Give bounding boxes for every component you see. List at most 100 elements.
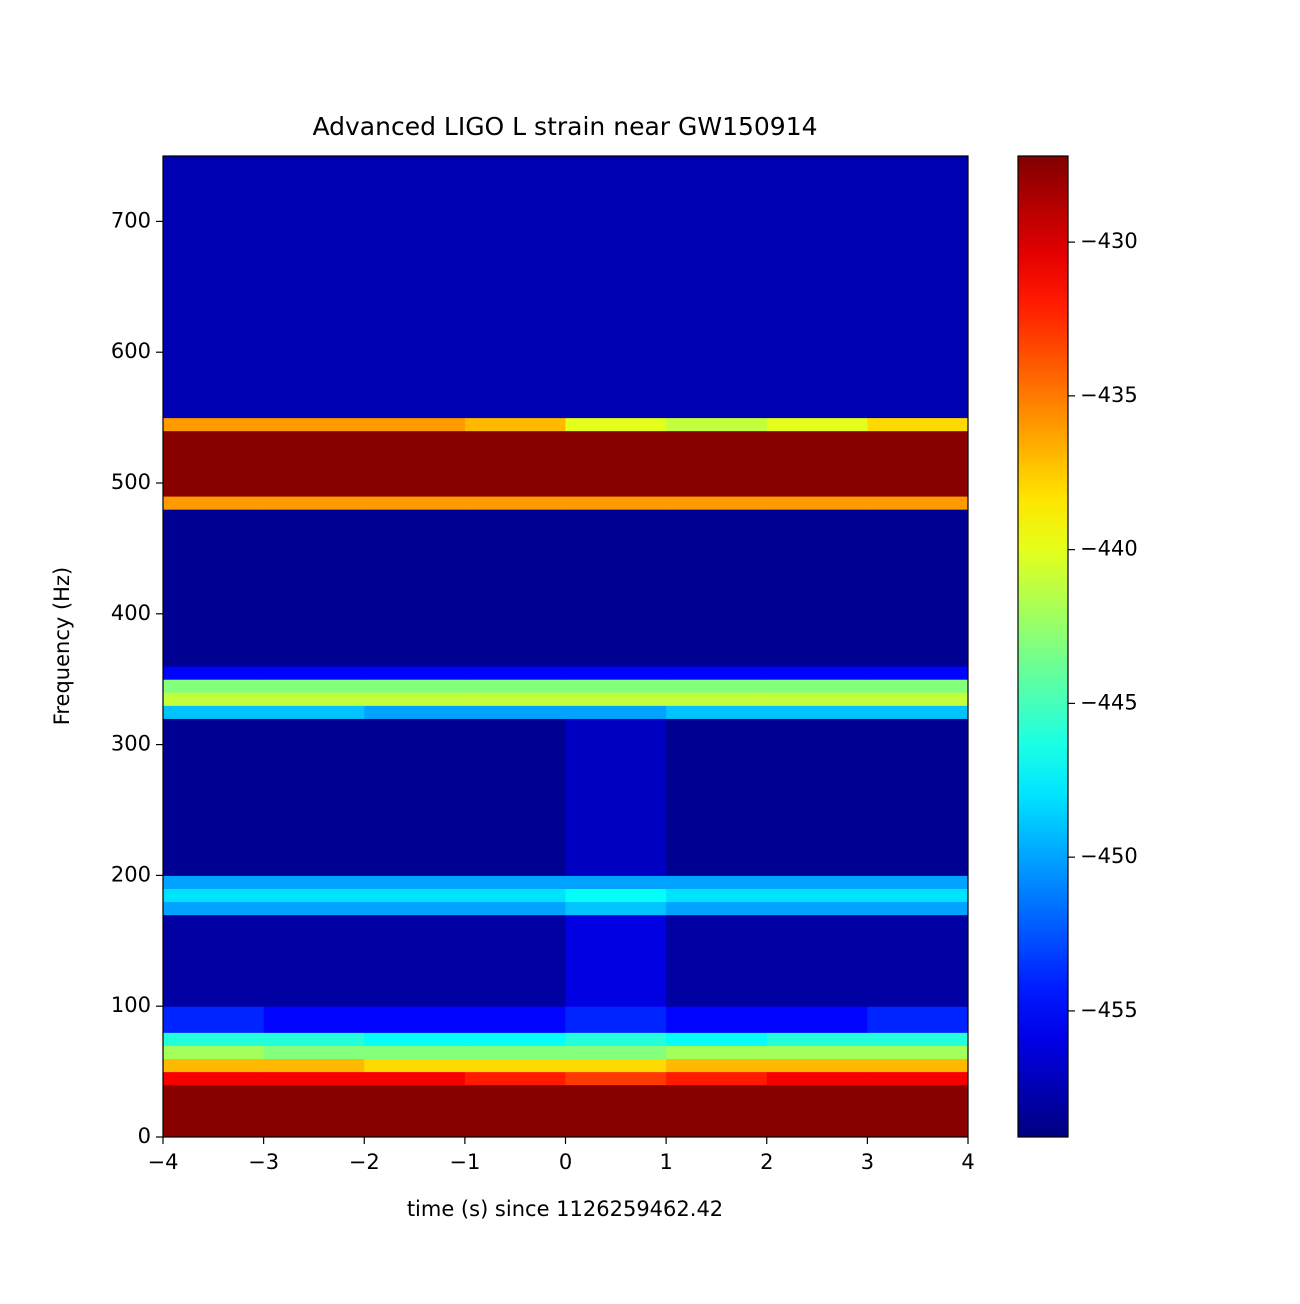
- heatmap-cell: [364, 888, 466, 903]
- heatmap-cell: [565, 666, 667, 680]
- heatmap-cell: [666, 666, 768, 680]
- heatmap-cell: [163, 1058, 265, 1073]
- heatmap-cell: [163, 1071, 265, 1086]
- heatmap-cell: [666, 417, 768, 432]
- heatmap-cell: [464, 679, 566, 693]
- heatmap-cell: [464, 901, 566, 916]
- colorbar-tick-label: −430: [1080, 229, 1138, 253]
- heatmap-cell: [364, 1045, 466, 1060]
- heatmap-cell: [464, 417, 566, 432]
- heatmap-cell: [263, 666, 365, 680]
- heatmap-cell: [163, 705, 265, 719]
- heatmap-cell: [766, 914, 868, 1007]
- heatmap-cell: [364, 1006, 466, 1033]
- heatmap-cell: [565, 1084, 667, 1138]
- heatmap-cell: [364, 666, 466, 680]
- heatmap-cell: [263, 496, 365, 510]
- heatmap-cell: [263, 1045, 365, 1060]
- heatmap-cell: [766, 901, 868, 916]
- heatmap-cell: [867, 417, 969, 432]
- heatmap-cell: [163, 430, 265, 497]
- heatmap-cell: [364, 705, 466, 719]
- heatmap-cell: [263, 692, 365, 706]
- heatmap-cell: [766, 1058, 868, 1073]
- heatmap-cell: [565, 430, 667, 497]
- heatmap-cell: [867, 666, 969, 680]
- heatmap-cell: [163, 1032, 265, 1046]
- heatmap-cell: [867, 718, 969, 876]
- heatmap-cell: [766, 509, 868, 667]
- heatmap-cell: [766, 666, 868, 680]
- heatmap-cell: [565, 679, 667, 693]
- heatmap-cell: [867, 679, 969, 693]
- x-tick-label: 2: [760, 1150, 773, 1174]
- heatmap-cell: [565, 417, 667, 432]
- heatmap-cell: [766, 692, 868, 706]
- heatmap-cell: [163, 875, 265, 889]
- colorbar-tick-label: −455: [1080, 998, 1138, 1022]
- heatmap-cell: [364, 509, 466, 667]
- heatmap-cell: [666, 705, 768, 719]
- heatmap-cell: [565, 1071, 667, 1086]
- x-tick-label: 1: [659, 1150, 672, 1174]
- heatmap-cell: [364, 430, 466, 497]
- heatmap-cell: [364, 875, 466, 889]
- heatmap-cell: [867, 509, 969, 667]
- heatmap-cell: [364, 496, 466, 510]
- heatmap-cell: [666, 1006, 768, 1033]
- y-tick-label: 700: [111, 208, 151, 232]
- y-tick-label: 300: [111, 732, 151, 756]
- heatmap-cell: [464, 1032, 566, 1046]
- heatmap-cell: [666, 679, 768, 693]
- heatmap-cell: [867, 875, 969, 889]
- heatmap-cell: [364, 417, 466, 432]
- heatmap-cell: [565, 705, 667, 719]
- heatmap-cell: [565, 509, 667, 667]
- heatmap-cell: [263, 156, 365, 419]
- heatmap-cell: [464, 1084, 566, 1138]
- heatmap-cell: [464, 705, 566, 719]
- heatmap-cell: [565, 496, 667, 510]
- heatmap-cell: [163, 888, 265, 903]
- heatmap-cell: [263, 417, 365, 432]
- heatmap-cell: [364, 718, 466, 876]
- x-tick-label: 3: [861, 1150, 874, 1174]
- heatmap-cell: [666, 509, 768, 667]
- y-tick-label: 0: [138, 1124, 151, 1148]
- heatmap-cell: [263, 888, 365, 903]
- x-tick-label: −1: [449, 1150, 480, 1174]
- heatmap-cell: [565, 1032, 667, 1046]
- x-tick-label: −2: [349, 1150, 380, 1174]
- heatmap-cell: [163, 156, 265, 419]
- heatmap-cell: [263, 914, 365, 1007]
- colorbar-tick-label: −450: [1080, 844, 1138, 868]
- heatmap-cell: [867, 705, 969, 719]
- heatmap-cell: [766, 430, 868, 497]
- heatmap-cell: [867, 496, 969, 510]
- heatmap-cell: [766, 1084, 868, 1138]
- heatmap-cell: [464, 718, 566, 876]
- heatmap-cell: [263, 705, 365, 719]
- heatmap-cell: [666, 1058, 768, 1073]
- heatmap-cell: [666, 1045, 768, 1060]
- heatmap-cell: [464, 509, 566, 667]
- heatmap-cell: [263, 679, 365, 693]
- heatmap-cell: [766, 875, 868, 889]
- x-axis-label: time (s) since 1126259462.42: [407, 1197, 723, 1221]
- heatmap-cell: [364, 1032, 466, 1046]
- heatmap-cell: [666, 156, 768, 419]
- heatmap-cell: [464, 496, 566, 510]
- heatmap-cell: [464, 914, 566, 1007]
- heatmap-cell: [464, 430, 566, 497]
- x-tick-label: −3: [248, 1150, 279, 1174]
- heatmap-cell: [565, 901, 667, 916]
- heatmap-cell: [867, 430, 969, 497]
- heatmap-cell: [666, 1032, 768, 1046]
- heatmap-cell: [766, 496, 868, 510]
- x-tick-label: 0: [559, 1150, 572, 1174]
- heatmap-cell: [766, 417, 868, 432]
- heatmap-cell: [666, 430, 768, 497]
- heatmap-cell: [263, 875, 365, 889]
- x-tick-label: −4: [148, 1150, 179, 1174]
